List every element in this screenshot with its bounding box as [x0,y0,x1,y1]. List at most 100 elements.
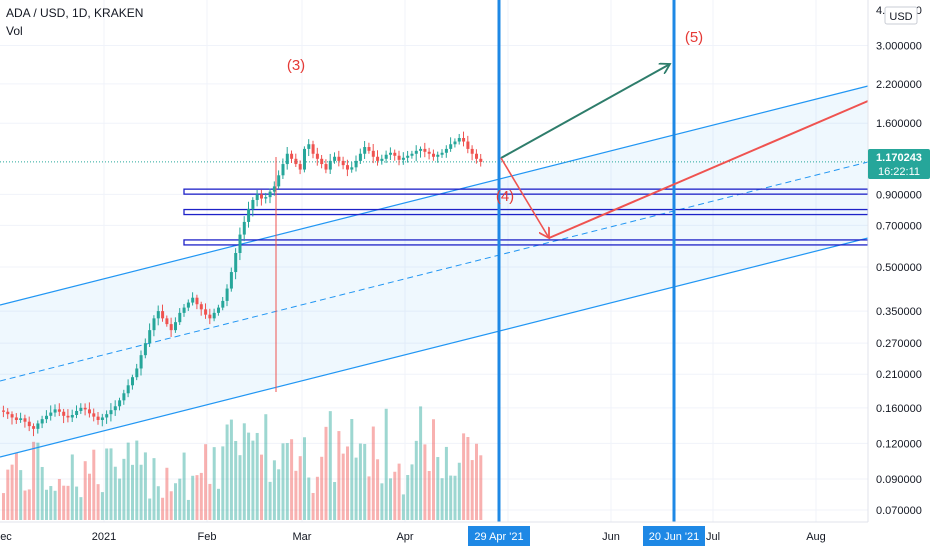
price-axis[interactable]: 4.0000003.0000002.2000001.6000000.900000… [867,0,932,550]
candle [148,330,152,344]
volume-bar [272,460,276,520]
volume-bar [311,492,315,520]
wave-label-5: (5) [685,29,703,46]
volume-bar [53,490,57,520]
candle [346,165,349,170]
volume-bar [315,476,319,520]
candle [79,407,83,411]
volume-bars [2,406,483,520]
x-tick-2021: 2021 [92,531,116,543]
candle [212,312,216,319]
volume-bar [238,455,242,520]
volume-bar [432,419,435,520]
candle [152,318,156,331]
x-tick-ec: ec [0,531,12,543]
volume-bar [186,499,190,520]
volume-bar [19,470,23,520]
candle [315,153,319,159]
grid [0,0,868,522]
candle [96,416,100,420]
volume-bar [393,471,397,520]
candle [367,147,371,151]
volume-bar [45,489,48,520]
volume-bar [217,488,220,520]
candle [191,297,195,303]
candle [161,311,165,319]
countdown-value: 16:22:11 [878,166,920,178]
volume-bar [122,458,126,520]
candle [229,272,233,289]
price-channel [0,85,869,458]
x-tick-jun: Jun [602,531,620,543]
candle [40,419,44,424]
candle [457,137,461,142]
volume-bar [350,418,354,520]
volume-bar [303,437,306,520]
candle [376,156,380,161]
volume-bar [466,437,470,520]
candle [436,154,440,157]
candle [264,197,268,199]
candle [440,152,444,155]
volume-bar [40,466,44,520]
candle [14,417,18,420]
candle [290,153,294,159]
volume-bar [204,444,208,520]
volume-bar [277,469,281,520]
volume-bar [324,426,328,520]
volume-bar [208,483,212,520]
volume-bar [83,461,87,520]
candle [328,160,332,170]
volume-bar [49,486,53,520]
volume-bar [337,431,341,520]
symbol-title[interactable]: ADA / USD, 1D, KRAKEN [6,6,144,20]
candle [298,164,302,170]
volume-bar [410,464,414,520]
volume-bar [401,494,405,520]
y-tick-label: 0.210000 [876,369,922,381]
volume-bar [328,411,332,520]
volume-bar [242,423,246,520]
volume-bar [2,493,5,520]
volume-bar [62,485,66,520]
volume-bar [27,489,31,520]
volume-bar [285,443,289,520]
candle [19,418,23,420]
volume-bar [346,446,349,520]
x-tick-aug: Aug [806,531,826,543]
candle [303,148,306,170]
volume-bar [449,475,453,520]
candles [2,131,483,437]
y-tick-label: 0.090000 [876,474,922,486]
candle [427,151,431,154]
channel-lower [0,237,869,458]
candle [156,311,160,319]
channel-upper [0,85,869,306]
candle [234,252,238,273]
channel-fill [0,86,868,457]
date-badge-apr [468,526,530,546]
currency-label[interactable]: USD [889,11,912,23]
volume-bar [440,478,444,520]
volume-bar [96,484,100,520]
candle [470,148,474,154]
candle [277,175,281,187]
candle [182,307,186,313]
candle [126,385,130,394]
candle [453,141,457,145]
time-axis[interactable]: ec 2021 Feb Mar Apr Jun Jul Aug 29 Apr '… [0,521,932,550]
candle [384,154,388,159]
y-tick-label: 0.270000 [876,338,922,350]
candle [225,288,229,301]
candle [268,191,272,198]
volume-bar [156,486,160,520]
volume-bar [92,449,96,520]
date-badge-jun [643,526,705,546]
wave-label-4: (4) [496,188,514,205]
volume-label[interactable]: Vol [6,24,23,38]
volume-bar [234,440,238,520]
candle [62,411,66,416]
x-tick-feb: Feb [198,531,217,543]
volume-bar [131,464,134,520]
